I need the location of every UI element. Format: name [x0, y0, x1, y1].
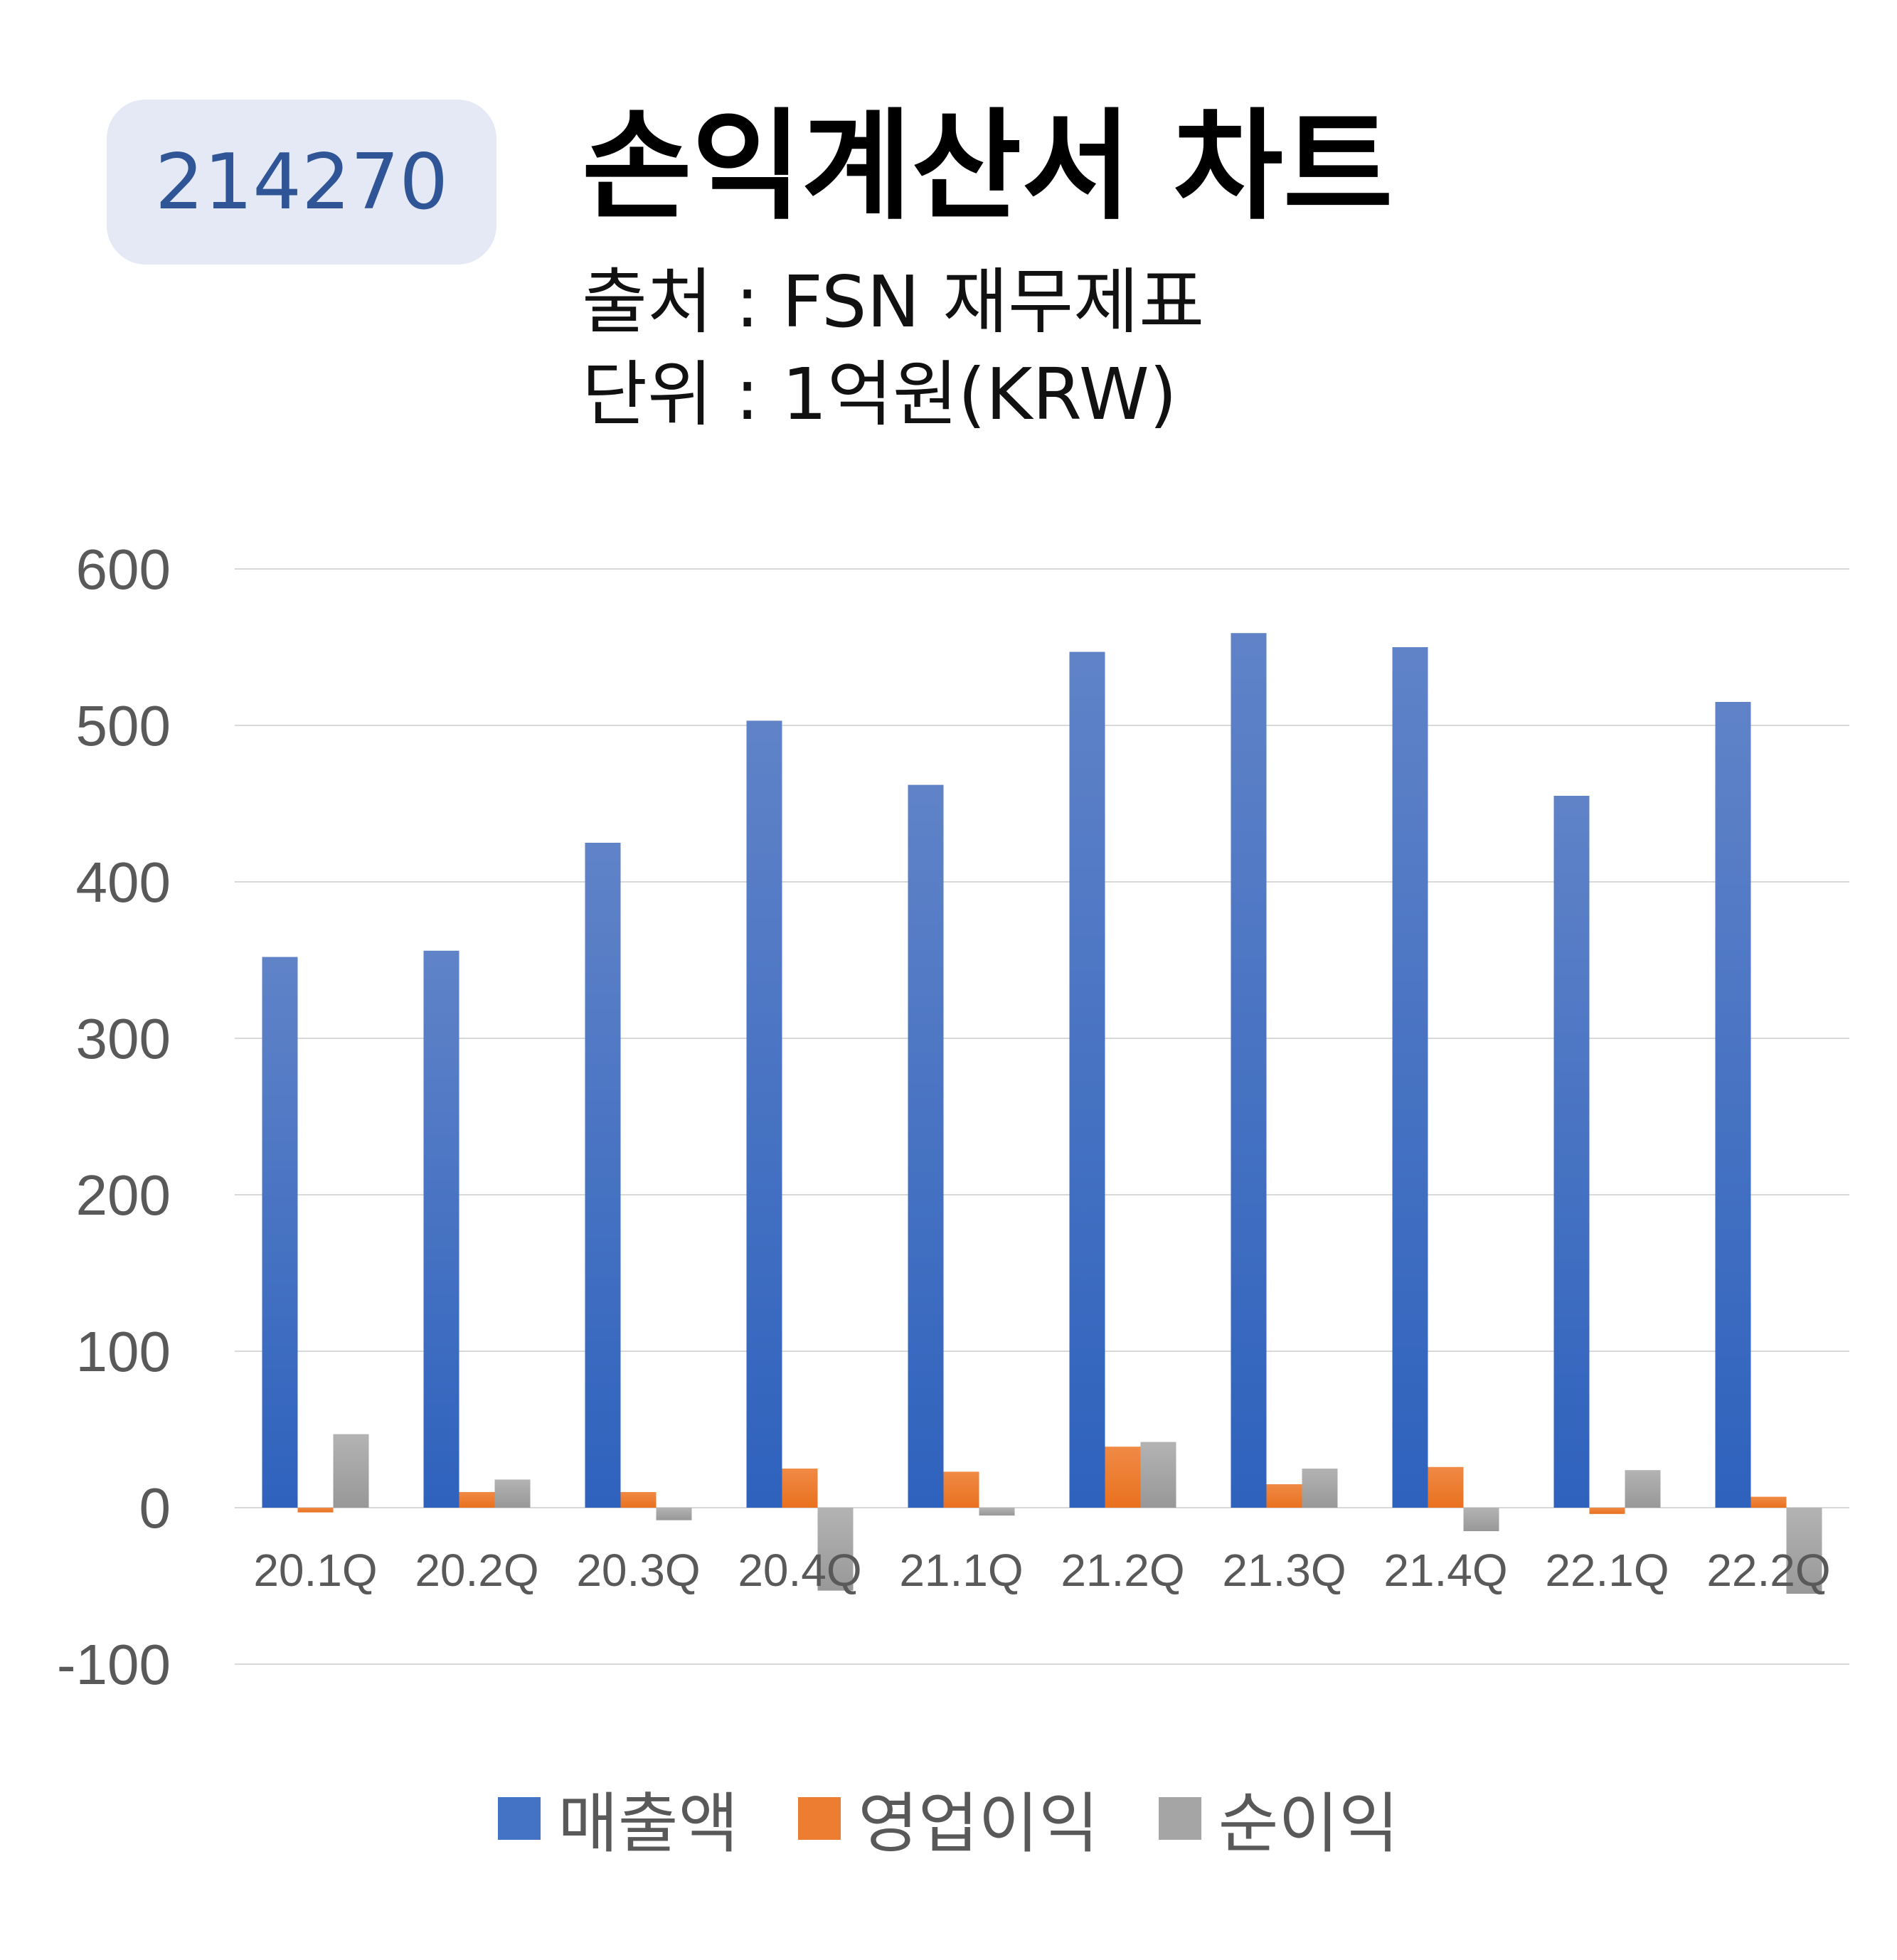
bar-net-income	[494, 1479, 531, 1508]
bar-operating-profit	[1266, 1484, 1302, 1508]
bar-sales	[262, 957, 298, 1508]
x-tick-label: 20.4Q	[738, 1545, 861, 1596]
bar-net-income	[1140, 1442, 1176, 1508]
bar-sales	[1553, 796, 1590, 1508]
source-text: 출처 : FSN 재무제표	[582, 260, 1205, 343]
y-tick-label: 500	[76, 694, 171, 757]
legend-swatch-sales	[498, 1796, 541, 1840]
y-tick-label: 100	[76, 1320, 171, 1383]
y-tick-label: 400	[76, 851, 171, 914]
bar-sales	[908, 784, 944, 1508]
legend-label-sales: 매출액	[558, 1786, 739, 1862]
bar-sales	[1392, 647, 1428, 1508]
legend-label-net-income: 순이익	[1218, 1786, 1399, 1862]
stock-code-badge: 214270	[107, 100, 496, 265]
x-axis-ticks: 20.1Q 20.2Q 20.3Q 20.4Q 21.1Q 21.2Q 21.3Q 21.4Q…	[253, 1545, 1830, 1596]
legend-item-net-income: 순이익	[1158, 1771, 1399, 1865]
y-tick-label: 0	[139, 1476, 171, 1540]
bar-net-income	[1786, 1508, 1822, 1594]
bar-operating-profit	[1589, 1508, 1625, 1514]
stock-code: 214270	[154, 137, 449, 227]
chart-title: 손익계산서 차트	[582, 97, 1393, 236]
bar-net-income	[333, 1434, 369, 1508]
legend-item-operating-profit: 영업이익	[798, 1771, 1099, 1865]
legend-label-operating-profit: 영업이익	[858, 1786, 1099, 1862]
x-tick-label: 20.1Q	[253, 1545, 377, 1596]
bar-operating-profit	[782, 1469, 818, 1508]
x-tick-label: 22.2Q	[1706, 1545, 1830, 1596]
bar-sales	[1231, 633, 1267, 1508]
bar-sales	[1715, 702, 1751, 1508]
bar-operating-profit	[1105, 1447, 1141, 1508]
x-tick-label: 21.1Q	[899, 1545, 1023, 1596]
y-tick-label: 200	[76, 1163, 171, 1227]
x-tick-label: 21.3Q	[1222, 1545, 1346, 1596]
bar-operating-profit	[459, 1492, 495, 1508]
bar-net-income	[1463, 1508, 1499, 1531]
y-tick-label: 300	[76, 1007, 171, 1070]
legend: 매출액 영업이익 순이익	[0, 1771, 1897, 1865]
bar-operating-profit	[620, 1492, 657, 1508]
bar-operating-profit	[1428, 1466, 1464, 1508]
x-tick-label: 20.2Q	[415, 1545, 538, 1596]
bar-net-income	[656, 1508, 692, 1520]
y-axis-ticks: 600 500 400 300 200 100 0 -100	[57, 538, 171, 1696]
bar-sales	[746, 720, 782, 1508]
bars	[262, 633, 1822, 1594]
legend-item-sales: 매출액	[498, 1771, 738, 1865]
bar-net-income	[1302, 1469, 1338, 1508]
y-tick-label: 600	[76, 538, 171, 601]
bar-sales	[1069, 651, 1105, 1508]
legend-swatch-net-income	[1158, 1796, 1201, 1840]
bar-net-income	[1625, 1470, 1661, 1508]
bar-operating-profit	[943, 1471, 979, 1508]
bar-operating-profit	[297, 1508, 334, 1513]
unit-text: 단위 : 1억원(KRW)	[582, 353, 1177, 436]
bar-operating-profit	[1750, 1496, 1787, 1508]
bar-net-income	[979, 1508, 1015, 1516]
bar-sales	[423, 950, 459, 1508]
x-tick-label: 20.3Q	[576, 1545, 700, 1596]
y-tick-label: -100	[57, 1633, 171, 1696]
x-tick-label: 21.4Q	[1383, 1545, 1507, 1596]
legend-swatch-operating-profit	[798, 1796, 841, 1840]
bar-net-income	[817, 1508, 854, 1591]
bar-sales	[585, 843, 621, 1508]
gridlines	[235, 568, 1849, 1665]
x-tick-label: 22.1Q	[1545, 1545, 1669, 1596]
x-tick-label: 21.2Q	[1061, 1545, 1184, 1596]
